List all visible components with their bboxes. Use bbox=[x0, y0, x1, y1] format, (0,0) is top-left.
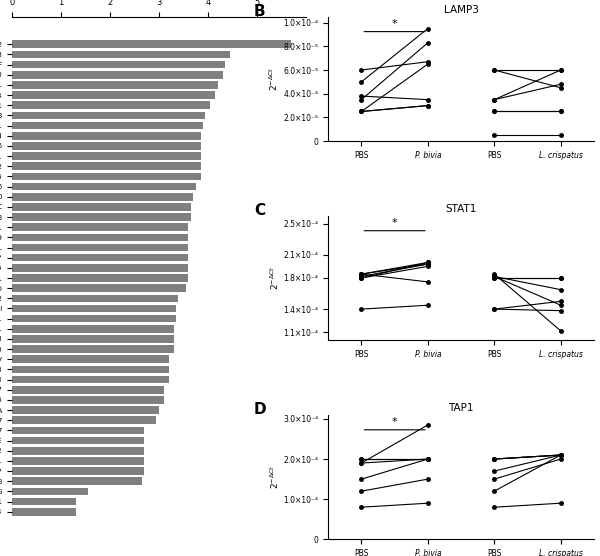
Bar bbox=[12, 366, 169, 373]
Bar bbox=[12, 234, 188, 241]
Bar bbox=[12, 467, 144, 475]
Bar bbox=[12, 355, 169, 363]
Text: B: B bbox=[254, 4, 265, 19]
Text: D: D bbox=[254, 403, 266, 418]
Bar bbox=[12, 295, 178, 302]
Bar bbox=[12, 91, 215, 99]
Bar bbox=[12, 254, 188, 261]
Bar bbox=[12, 81, 218, 89]
Title: TAP1: TAP1 bbox=[448, 403, 474, 413]
Bar bbox=[12, 284, 186, 292]
Bar bbox=[12, 457, 144, 465]
Bar bbox=[12, 345, 173, 353]
Bar bbox=[12, 396, 164, 404]
Bar bbox=[12, 51, 230, 58]
Bar bbox=[12, 264, 188, 272]
Bar bbox=[12, 406, 159, 414]
Bar bbox=[12, 325, 173, 332]
Bar bbox=[12, 224, 188, 231]
Bar bbox=[12, 183, 196, 190]
Title: STAT1: STAT1 bbox=[445, 203, 477, 214]
Bar bbox=[12, 305, 176, 312]
Bar bbox=[12, 172, 200, 180]
Bar bbox=[12, 244, 188, 251]
Bar bbox=[12, 478, 142, 485]
Text: *: * bbox=[392, 418, 397, 428]
Bar bbox=[12, 386, 164, 394]
Bar bbox=[12, 41, 291, 48]
Bar bbox=[12, 152, 200, 160]
Text: C: C bbox=[254, 203, 265, 219]
Bar bbox=[12, 274, 188, 282]
Bar bbox=[12, 71, 223, 78]
Y-axis label: $2^{-\Delta Ct}$: $2^{-\Delta Ct}$ bbox=[268, 67, 280, 91]
Y-axis label: $2^{-\Delta Ct}$: $2^{-\Delta Ct}$ bbox=[268, 465, 281, 489]
Bar bbox=[12, 447, 144, 455]
Title: LAMP3: LAMP3 bbox=[443, 4, 479, 14]
Bar bbox=[12, 162, 200, 170]
Bar bbox=[12, 498, 76, 505]
Bar bbox=[12, 213, 191, 221]
Bar bbox=[12, 112, 205, 119]
Bar bbox=[12, 193, 193, 201]
Bar bbox=[12, 142, 200, 150]
Bar bbox=[12, 416, 157, 424]
Bar bbox=[12, 508, 76, 515]
Bar bbox=[12, 132, 200, 140]
Bar bbox=[12, 203, 191, 211]
Bar bbox=[12, 61, 225, 68]
Bar bbox=[12, 437, 144, 444]
Text: *: * bbox=[392, 218, 397, 228]
Bar bbox=[12, 335, 173, 343]
Bar bbox=[12, 426, 144, 434]
Bar bbox=[12, 488, 88, 495]
Bar bbox=[12, 101, 211, 109]
Bar bbox=[12, 122, 203, 130]
Text: *: * bbox=[392, 19, 397, 29]
Bar bbox=[12, 315, 176, 322]
Y-axis label: $2^{-\Delta Ct}$: $2^{-\Delta Ct}$ bbox=[268, 266, 281, 290]
Bar bbox=[12, 376, 169, 384]
